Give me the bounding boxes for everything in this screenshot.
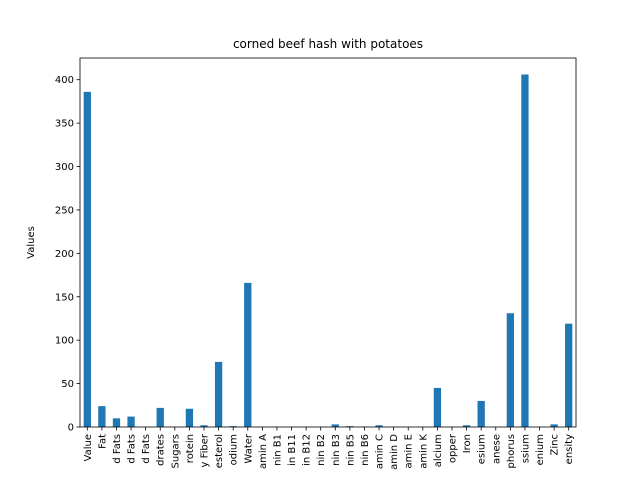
bar-1 (98, 406, 105, 427)
x-tick-label: rotein (185, 434, 196, 463)
y-tick-label: 200 (55, 249, 74, 260)
x-tick-label: amin K (418, 434, 429, 469)
y-tick-label: 400 (55, 75, 74, 86)
y-tick-label: 250 (55, 205, 74, 216)
x-tick-label: odium (229, 434, 240, 465)
bar-27 (478, 401, 485, 427)
x-tick-label: Zinc (550, 434, 561, 455)
bar-5 (157, 408, 164, 427)
x-tick-label: d Fats (112, 434, 123, 464)
y-tick-label: 100 (55, 336, 74, 347)
bar-11 (244, 283, 251, 427)
y-tick-label: 0 (68, 423, 74, 434)
y-tick-label: 300 (55, 162, 74, 173)
y-axis-label: Values (26, 226, 37, 259)
x-tick-label: amin E (404, 434, 415, 468)
bar-0 (84, 92, 91, 427)
x-tick-label: Fat (97, 434, 108, 449)
x-tick-label: y Fiber (200, 433, 211, 467)
x-tick-label: nin B5 (345, 434, 356, 466)
x-tick-label: nin B3 (331, 434, 342, 466)
x-tick-label: amin C (375, 434, 386, 469)
x-tick-label: Value (83, 434, 94, 461)
bars-group (84, 74, 573, 427)
x-tick-label: in B11 (287, 434, 298, 466)
bar-33 (565, 324, 572, 427)
x-tick-label: phorus (506, 434, 517, 468)
bar-29 (507, 313, 514, 427)
x-tick-label: nin B1 (272, 434, 283, 466)
plot-frame (80, 58, 576, 427)
bar-9 (215, 362, 222, 427)
y-tick-label: 350 (55, 119, 74, 130)
x-tick-label: drates (156, 434, 167, 466)
bar-7 (186, 409, 193, 427)
chart-title: corned beef hash with potatoes (233, 37, 423, 51)
x-tick-label: in B12 (302, 434, 313, 466)
y-tick-label: 150 (55, 292, 74, 303)
x-tick-label: amin A (258, 434, 269, 469)
bar-3 (127, 417, 134, 427)
x-tick-label: Water (243, 433, 254, 463)
x-tick-label: opper (448, 433, 459, 463)
x-tick-label: Sugars (170, 434, 181, 468)
x-tick-label: nin B2 (316, 434, 327, 466)
x-tick-label: alcium (433, 434, 444, 467)
y-tick-label: 50 (61, 379, 74, 390)
x-tick-label: amin D (389, 434, 400, 470)
x-tick-label: anese (491, 434, 502, 464)
bar-30 (521, 74, 528, 427)
x-tick-label: ensity (564, 434, 575, 464)
x-tick-label: Iron (462, 434, 473, 453)
x-tick-label: ssium (520, 434, 531, 463)
x-tick-label: enium (535, 434, 546, 465)
x-tick-label: d Fats (127, 434, 138, 464)
x-tick-label: nin B6 (360, 434, 371, 466)
y-axis-ticks: 0 50 100 150 200 250 300 350 400 (55, 75, 80, 433)
bar-24 (434, 388, 441, 427)
bar-2 (113, 418, 120, 427)
x-tick-label: esterol (214, 434, 225, 468)
x-tick-label: d Fats (141, 434, 152, 464)
x-tick-label: esium (477, 434, 488, 464)
